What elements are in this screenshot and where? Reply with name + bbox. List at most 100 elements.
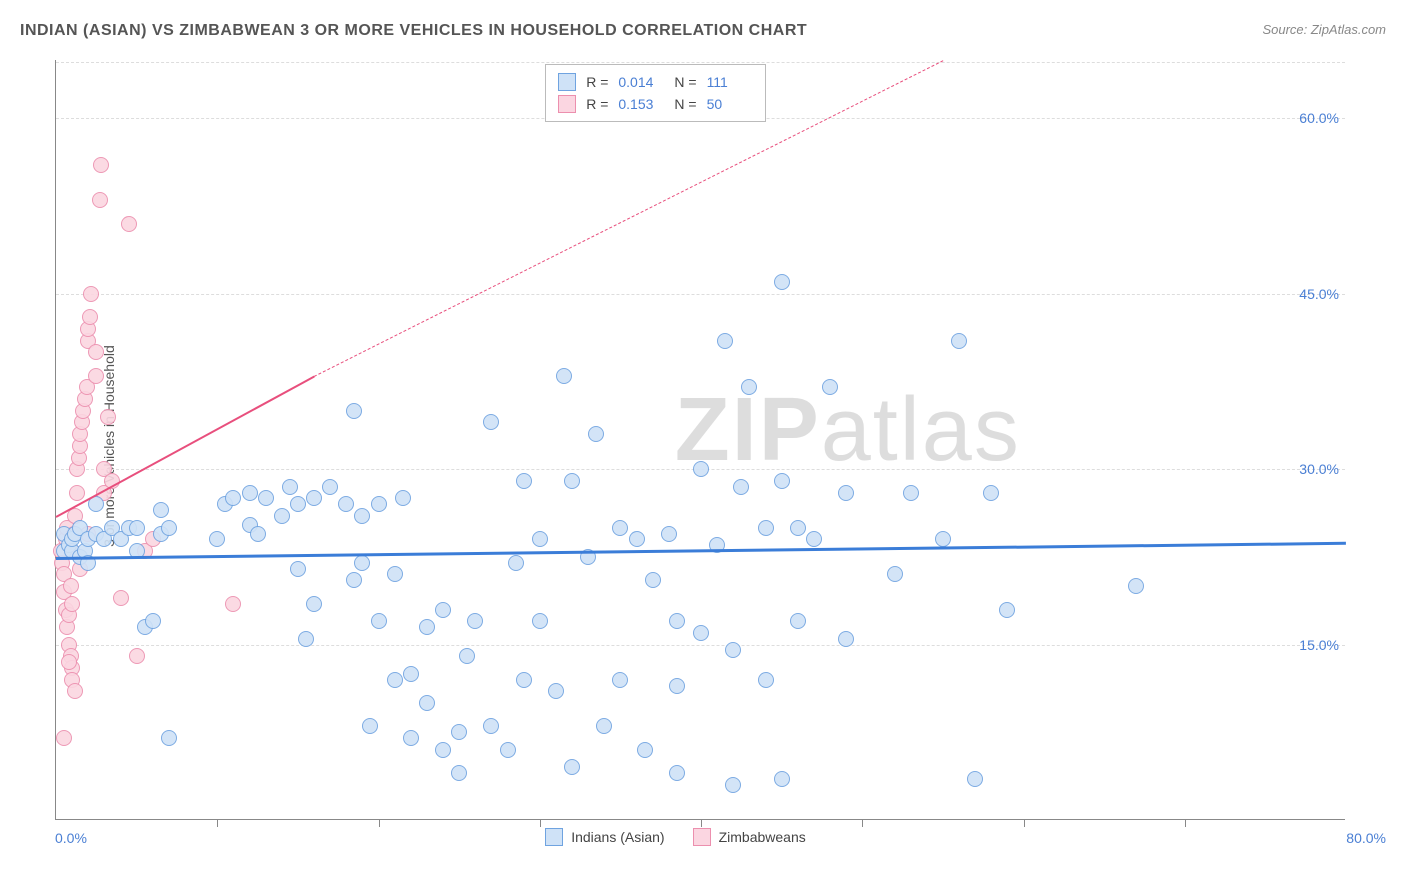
data-point <box>354 555 370 571</box>
data-point <box>661 526 677 542</box>
data-point <box>467 613 483 629</box>
data-point <box>258 490 274 506</box>
stat-r-value: 0.014 <box>618 74 664 90</box>
data-point <box>306 596 322 612</box>
data-point <box>564 473 580 489</box>
source-attribution: Source: ZipAtlas.com <box>1262 22 1386 37</box>
watermark: ZIPatlas <box>675 379 1021 482</box>
data-point <box>983 485 999 501</box>
data-point <box>717 333 733 349</box>
data-point <box>250 526 266 542</box>
x-tick <box>862 819 863 827</box>
data-point <box>629 531 645 547</box>
data-point <box>61 654 77 670</box>
data-point <box>298 631 314 647</box>
data-point <box>362 718 378 734</box>
data-point <box>371 613 387 629</box>
data-point <box>338 496 354 512</box>
data-point <box>741 379 757 395</box>
data-point <box>588 426 604 442</box>
data-point <box>596 718 612 734</box>
data-point <box>274 508 290 524</box>
legend-bottom: Indians (Asian) Zimbabweans <box>545 828 806 846</box>
stat-n-value: 111 <box>707 74 753 90</box>
data-point <box>725 642 741 658</box>
data-point <box>564 759 580 775</box>
legend-swatch <box>693 828 711 846</box>
legend-item: Zimbabweans <box>693 828 806 846</box>
trend-line <box>56 376 315 518</box>
data-point <box>242 485 258 501</box>
data-point <box>838 485 854 501</box>
data-point <box>82 309 98 325</box>
x-tick <box>1024 819 1025 827</box>
x-tick <box>379 819 380 827</box>
data-point <box>121 216 137 232</box>
data-point <box>153 502 169 518</box>
data-point <box>806 531 822 547</box>
data-point <box>129 520 145 536</box>
data-point <box>508 555 524 571</box>
data-point <box>669 613 685 629</box>
data-point <box>88 344 104 360</box>
data-point <box>645 572 661 588</box>
series-swatch <box>558 95 576 113</box>
data-point <box>669 678 685 694</box>
data-point <box>387 566 403 582</box>
data-point <box>387 672 403 688</box>
data-point <box>822 379 838 395</box>
stat-r-label: R = <box>586 96 608 112</box>
data-point <box>459 648 475 664</box>
data-point <box>669 765 685 781</box>
x-tick <box>217 819 218 827</box>
stats-legend-box: R =0.014N =111R =0.153N =50 <box>545 64 765 122</box>
data-point <box>67 683 83 699</box>
y-tick-label: 60.0% <box>1299 110 1339 126</box>
data-point <box>500 742 516 758</box>
x-axis-min-label: 0.0% <box>55 830 87 846</box>
legend-label: Indians (Asian) <box>571 829 664 845</box>
legend-label: Zimbabweans <box>719 829 806 845</box>
data-point <box>282 479 298 495</box>
data-point <box>532 531 548 547</box>
data-point <box>346 572 362 588</box>
data-point <box>951 333 967 349</box>
data-point <box>516 672 532 688</box>
stat-n-label: N = <box>674 74 696 90</box>
data-point <box>612 520 628 536</box>
stat-n-value: 50 <box>707 96 753 112</box>
trend-line <box>56 542 1346 560</box>
data-point <box>693 625 709 641</box>
data-point <box>100 409 116 425</box>
data-point <box>548 683 564 699</box>
data-point <box>1128 578 1144 594</box>
data-point <box>83 286 99 302</box>
data-point <box>532 613 548 629</box>
data-point <box>63 578 79 594</box>
data-point <box>306 490 322 506</box>
data-point <box>774 771 790 787</box>
data-point <box>838 631 854 647</box>
plot-area: ZIPatlas 15.0%30.0%45.0%60.0% <box>55 60 1345 820</box>
y-tick-label: 30.0% <box>1299 461 1339 477</box>
data-point <box>88 368 104 384</box>
data-point <box>435 602 451 618</box>
stat-r-value: 0.153 <box>618 96 664 112</box>
data-point <box>354 508 370 524</box>
data-point <box>903 485 919 501</box>
data-point <box>435 742 451 758</box>
data-point <box>322 479 338 495</box>
data-point <box>887 566 903 582</box>
data-point <box>209 531 225 547</box>
legend-swatch <box>545 828 563 846</box>
data-point <box>113 590 129 606</box>
data-point <box>637 742 653 758</box>
data-point <box>56 730 72 746</box>
data-point <box>290 496 306 512</box>
x-axis-max-label: 80.0% <box>1346 830 1386 846</box>
data-point <box>161 730 177 746</box>
data-point <box>395 490 411 506</box>
data-point <box>129 648 145 664</box>
data-point <box>999 602 1015 618</box>
x-tick <box>1185 819 1186 827</box>
